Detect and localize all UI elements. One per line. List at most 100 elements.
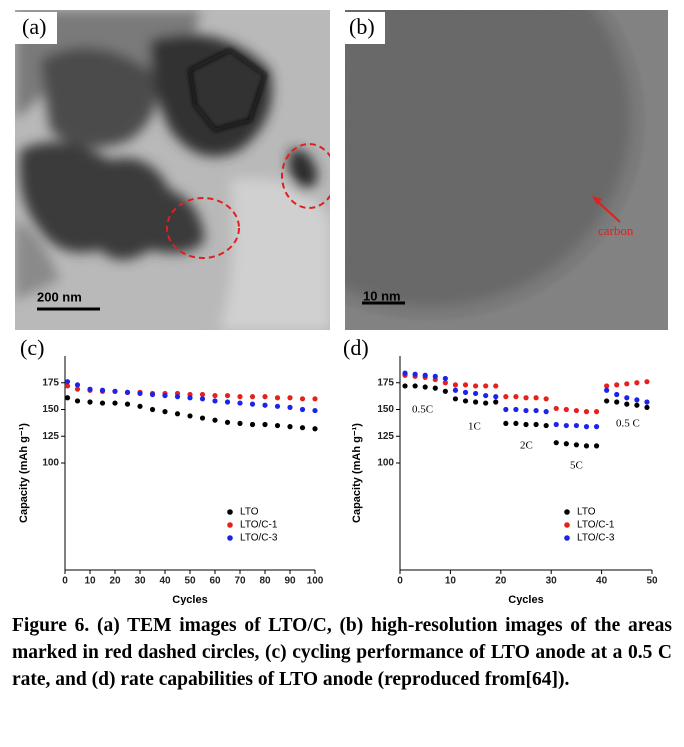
y-tick-label: 100 <box>42 458 59 469</box>
y-tick-label: 150 <box>377 404 394 415</box>
data-point <box>249 394 256 400</box>
data-point <box>634 380 640 386</box>
data-point <box>249 401 256 407</box>
x-tick-label: 0 <box>62 576 68 587</box>
data-point <box>162 409 168 415</box>
data-point <box>604 383 610 389</box>
data-point <box>583 424 590 430</box>
data-point <box>212 417 218 423</box>
data-point <box>513 420 519 427</box>
data-point <box>442 380 448 386</box>
x-tick-label: 10 <box>445 576 457 587</box>
data-point <box>262 402 268 408</box>
data-point <box>593 443 600 449</box>
y-tick-label: 125 <box>42 431 59 442</box>
data-point <box>624 395 630 401</box>
data-point <box>533 395 539 401</box>
data-point <box>553 405 559 412</box>
data-point <box>543 396 549 402</box>
data-point <box>503 394 509 400</box>
data-point <box>402 370 408 376</box>
data-point <box>422 384 428 390</box>
data-point <box>199 396 206 402</box>
data-point <box>573 407 580 414</box>
data-point <box>87 399 93 405</box>
data-point <box>262 394 268 400</box>
x-tick-label: 0 <box>397 576 403 587</box>
legend-marker <box>227 522 233 528</box>
data-point <box>274 395 281 401</box>
data-point <box>483 400 489 406</box>
data-point <box>493 383 499 389</box>
tem-image-a <box>15 10 330 330</box>
data-point <box>99 387 106 393</box>
data-point <box>442 388 448 394</box>
data-point <box>483 392 489 399</box>
data-point <box>593 424 600 430</box>
legend-label: LTO <box>240 507 259 518</box>
y-tick-label: 175 <box>42 377 59 388</box>
panel-label: (b) <box>349 14 375 39</box>
data-point <box>74 382 81 388</box>
data-point <box>452 387 459 393</box>
data-point <box>644 399 650 405</box>
x-tick-label: 20 <box>109 576 121 587</box>
data-point <box>432 385 438 391</box>
data-point <box>64 395 71 401</box>
tem-image-b <box>345 10 668 330</box>
data-point <box>452 382 459 388</box>
data-point <box>543 422 549 429</box>
annotation: 5C <box>570 460 583 472</box>
data-point <box>644 379 650 385</box>
data-point <box>553 440 559 446</box>
data-point <box>174 394 181 400</box>
data-point <box>503 406 509 413</box>
data-point <box>462 389 469 395</box>
data-point <box>299 396 306 402</box>
data-point <box>523 421 529 428</box>
data-point <box>604 398 610 404</box>
y-axis-label: Capacity (mAh g⁻¹) <box>18 423 30 523</box>
x-tick-label: 80 <box>259 576 271 587</box>
x-axis-label: Cycles <box>172 594 207 605</box>
data-point <box>523 395 529 401</box>
legend-marker <box>564 522 570 528</box>
data-point <box>237 400 243 406</box>
data-point <box>493 394 499 400</box>
data-point <box>274 422 281 429</box>
data-point <box>503 420 509 427</box>
data-point <box>287 404 293 410</box>
legend-label: LTO/C-1 <box>577 520 615 531</box>
data-point <box>199 391 206 398</box>
legend-marker <box>227 535 233 541</box>
x-tick-label: 10 <box>84 576 96 587</box>
figure: (a) 200 nm (b) 10 nm carbon (c) (d) 1001… <box>15 10 668 605</box>
panel-label: (a) <box>22 14 46 39</box>
annotation: 0.5C <box>412 404 433 416</box>
data-point <box>149 406 156 413</box>
x-tick-label: 100 <box>307 576 324 587</box>
data-point <box>593 409 600 415</box>
data-point <box>124 401 131 407</box>
data-point <box>312 426 318 432</box>
panel-label: (d) <box>343 335 369 360</box>
data-point <box>224 399 231 405</box>
data-point <box>212 392 218 399</box>
x-tick-label: 30 <box>546 576 558 587</box>
legend-label: LTO/C-1 <box>240 520 278 531</box>
caption: Figure 6. (a) TEM images of LTO/C, (b) h… <box>12 615 672 690</box>
data-point <box>174 411 181 417</box>
x-tick-label: 40 <box>596 576 608 587</box>
data-point <box>553 421 559 428</box>
x-tick-label: 70 <box>234 576 246 587</box>
data-point <box>432 373 438 379</box>
data-point <box>224 392 231 399</box>
data-point <box>299 406 306 413</box>
data-point <box>162 392 168 399</box>
data-point <box>187 395 193 401</box>
data-point <box>262 421 268 428</box>
data-point <box>124 389 131 395</box>
data-point <box>452 396 459 402</box>
data-point <box>473 399 479 405</box>
